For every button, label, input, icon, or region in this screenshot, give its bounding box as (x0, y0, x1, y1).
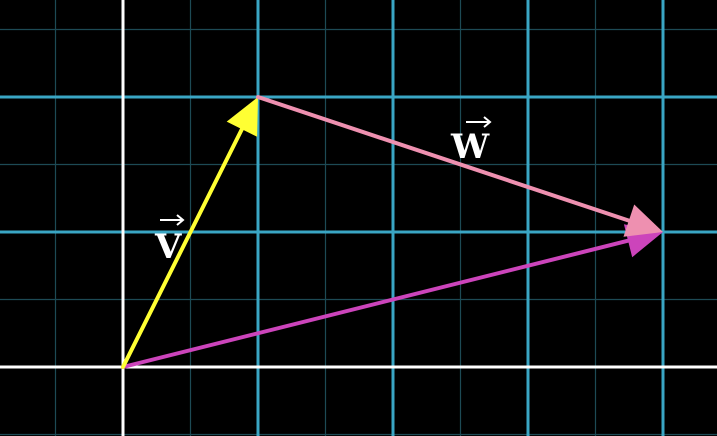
vector-w (256, 95, 663, 237)
vector-v-label: V (154, 227, 182, 267)
vector-w-label-group: W (450, 116, 492, 167)
vector-w-shaft (256, 95, 633, 224)
vector-w-head (623, 204, 663, 237)
vectors-layer (121, 95, 663, 369)
vector-v-head (226, 97, 258, 137)
vector-v-label-group: V (154, 214, 185, 267)
vector-v (121, 97, 258, 369)
vector-v-shaft (121, 125, 245, 369)
vector-w-arrow-accent (466, 116, 492, 128)
vector-w-label: W (450, 127, 490, 167)
vector-v-arrow-accent (160, 214, 185, 226)
vector-sum-shaft (121, 238, 633, 369)
